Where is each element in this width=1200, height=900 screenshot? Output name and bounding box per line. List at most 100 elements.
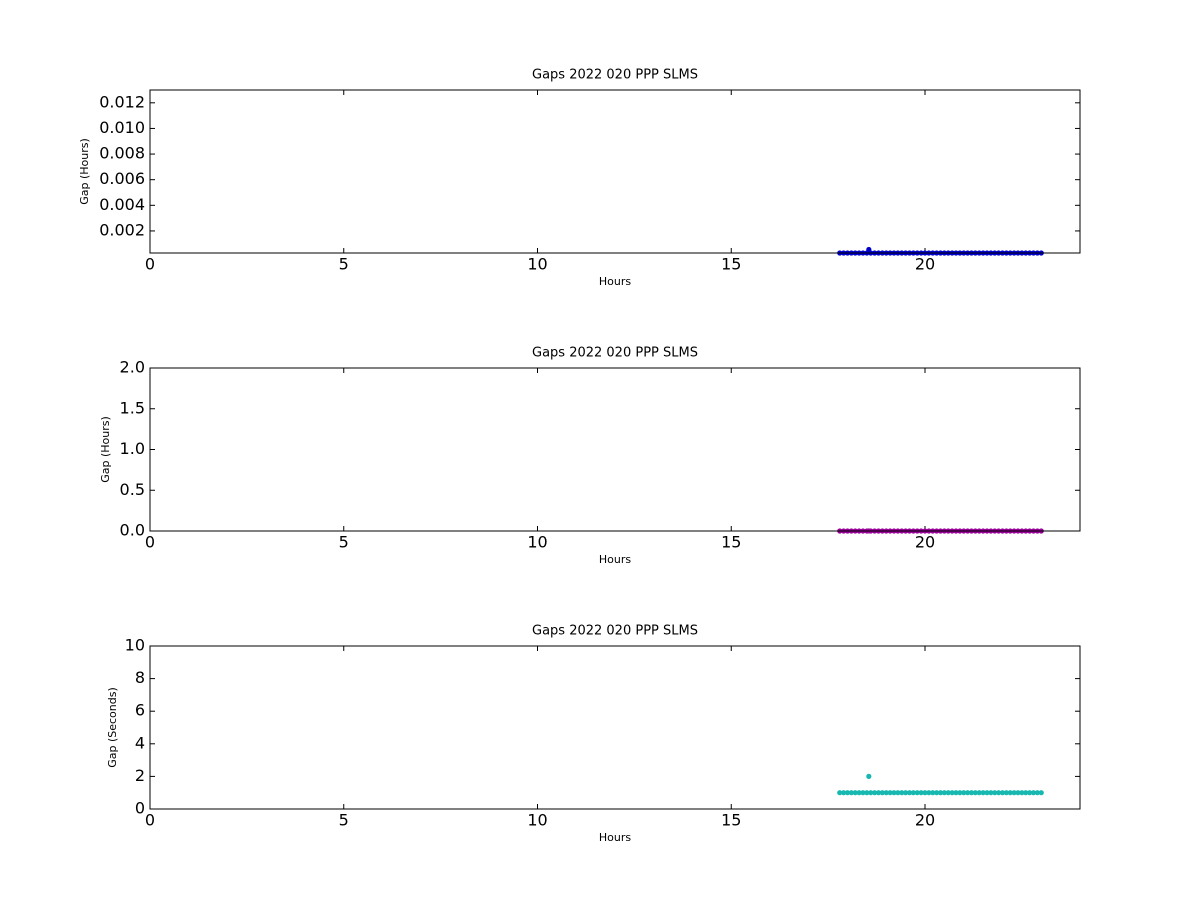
- x-tick-label: 20: [915, 255, 935, 274]
- x-tick-label: 5: [339, 811, 349, 830]
- data-point: [910, 790, 916, 796]
- x-tick-label: 20: [915, 811, 935, 830]
- data-point: [1023, 790, 1029, 796]
- data-point: [999, 790, 1006, 796]
- data-point: [1027, 790, 1033, 796]
- data-point: [988, 790, 994, 796]
- data-point: [872, 790, 878, 796]
- y-tick-label: 2: [135, 766, 145, 785]
- data-point: [976, 790, 982, 796]
- data-point: [953, 790, 959, 796]
- chart-title: Gaps 2022 020 PPP SLMS: [532, 346, 698, 361]
- data-point: [926, 790, 932, 796]
- data-point: [903, 790, 909, 796]
- data-point: [841, 790, 847, 796]
- data-point: [906, 790, 913, 796]
- x-tick-label: 15: [721, 255, 741, 274]
- data-point: [918, 790, 924, 796]
- data-point: [875, 790, 882, 796]
- y-tick-label: 0.002: [99, 220, 145, 239]
- y-axis-label: Gap (Hours): [99, 416, 112, 483]
- data-point: [961, 790, 967, 796]
- y-tick-label: 2.0: [120, 358, 145, 377]
- data-point: [914, 790, 920, 796]
- data-point: [844, 790, 851, 796]
- data-point: [860, 790, 866, 796]
- x-tick-label: 5: [339, 533, 349, 552]
- y-tick-label: 4: [135, 733, 145, 752]
- data-point: [848, 790, 854, 796]
- x-tick-label: 15: [721, 811, 741, 830]
- x-tick-label: 5: [339, 255, 349, 274]
- data-point: [852, 790, 858, 796]
- y-axis-label: Gap (Seconds): [106, 687, 119, 768]
- data-point: [980, 790, 986, 796]
- y-tick-label: 6: [135, 701, 145, 720]
- data-point: [949, 790, 955, 796]
- y-tick-label: 8: [135, 668, 145, 687]
- y-axis-label: Gap (Hours): [78, 138, 91, 205]
- x-tick-label: 0: [145, 255, 155, 274]
- x-tick-label: 0: [145, 533, 155, 552]
- data-point: [941, 790, 947, 796]
- y-tick-label: 0.5: [120, 480, 145, 499]
- data-point: [887, 790, 893, 796]
- x-axis-label: Hours: [599, 275, 631, 288]
- data-point: [864, 790, 870, 796]
- y-tick-label: 0: [135, 799, 145, 818]
- y-tick-label: 0.010: [99, 118, 145, 137]
- x-axis-label: Hours: [599, 831, 631, 844]
- data-point: [934, 790, 940, 796]
- data-point: [856, 790, 862, 796]
- data-point: [1034, 790, 1040, 796]
- x-tick-label: 20: [915, 533, 935, 552]
- data-point: [1003, 790, 1009, 796]
- data-point: [1019, 790, 1025, 796]
- data-point: [992, 790, 998, 796]
- y-tick-label: 0.008: [99, 144, 145, 163]
- data-point: [937, 790, 944, 796]
- y-tick-label: 0.012: [99, 92, 145, 111]
- chart-title: Gaps 2022 020 PPP SLMS: [532, 624, 698, 639]
- data-point: [866, 773, 872, 780]
- x-tick-label: 10: [527, 533, 547, 552]
- x-tick-label: 10: [527, 255, 547, 274]
- data-point: [895, 790, 901, 796]
- data-point: [1015, 790, 1021, 796]
- y-tick-label: 1.5: [120, 398, 145, 417]
- y-tick-label: 0.0: [120, 521, 145, 540]
- x-tick-label: 0: [145, 811, 155, 830]
- plot-frame: [149, 645, 1081, 810]
- data-point: [922, 790, 928, 796]
- data-point: [891, 790, 897, 796]
- data-point: [868, 790, 874, 796]
- data-point: [1030, 790, 1037, 796]
- y-tick-label: 0.004: [99, 195, 145, 214]
- data-point: [899, 790, 905, 796]
- plot-frame: [149, 89, 1081, 254]
- data-point: [1007, 790, 1013, 796]
- data-point: [972, 790, 978, 796]
- x-axis-label: Hours: [599, 553, 631, 566]
- y-tick-label: 1.0: [120, 439, 145, 458]
- x-tick-label: 10: [527, 811, 547, 830]
- data-point: [883, 790, 889, 796]
- data-point: [1038, 790, 1044, 796]
- y-tick-label: 0.006: [99, 169, 145, 188]
- data-point: [837, 790, 843, 796]
- data-point: [957, 790, 963, 796]
- data-point: [996, 790, 1002, 796]
- plot-frame: [149, 367, 1081, 532]
- data-point: [879, 790, 885, 796]
- data-point: [965, 790, 971, 796]
- data-point: [1011, 790, 1017, 796]
- y-tick-label: 10: [125, 636, 145, 655]
- data-point: [984, 790, 990, 796]
- x-tick-label: 15: [721, 533, 741, 552]
- data-point: [930, 790, 936, 796]
- data-point: [945, 790, 951, 796]
- data-point: [968, 790, 975, 796]
- chart-title: Gaps 2022 020 PPP SLMS: [532, 68, 698, 83]
